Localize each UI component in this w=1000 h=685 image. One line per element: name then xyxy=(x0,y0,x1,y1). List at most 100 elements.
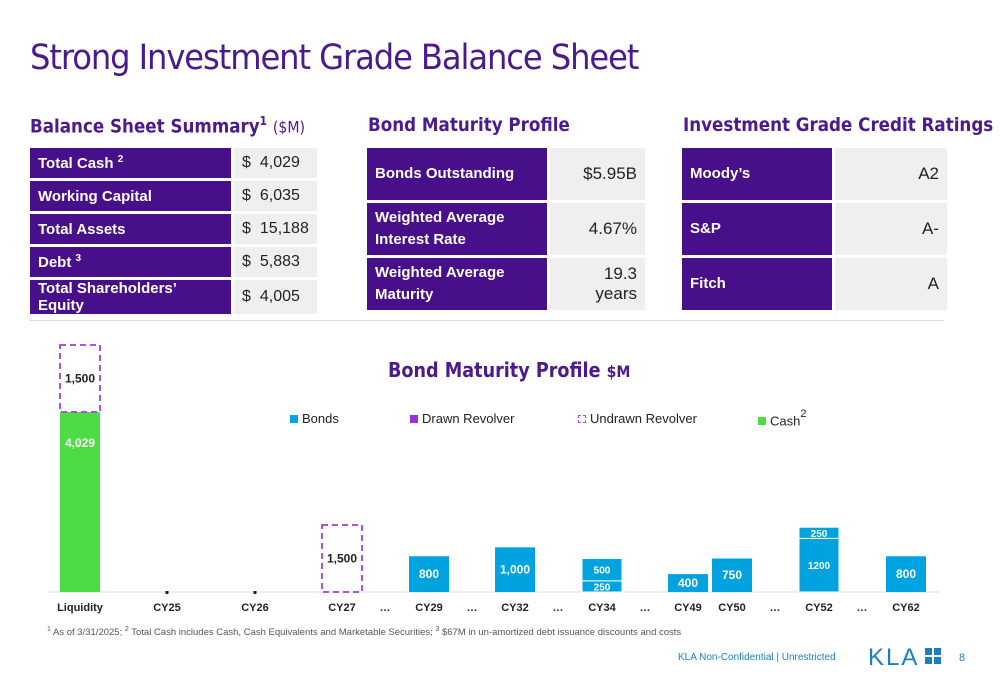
credit-rating-row: Fitch A xyxy=(682,258,947,313)
row-label-text: Working Capital xyxy=(38,187,152,205)
undrawn-revolver-bar xyxy=(321,523,363,593)
row-label-text: Debt xyxy=(38,254,72,271)
balance-sheet-row: Working Capital $6,035 xyxy=(30,181,317,214)
row-label-text: Total Shareholders’ Equity xyxy=(38,280,177,314)
value-text: 6,035 xyxy=(259,187,300,204)
value-text: 4,029 xyxy=(259,154,300,171)
balance-sheet-row: Total Shareholders’ Equity $4,005 xyxy=(30,280,317,317)
legend-undrawn-label: Undrawn Revolver xyxy=(590,411,697,426)
bond-bar xyxy=(712,558,752,592)
row-footnote-marker: 3 xyxy=(75,253,82,264)
chart-title: Bond Maturity Profile $M xyxy=(388,358,630,382)
bond-data-label: 1,000 xyxy=(500,563,530,577)
legend-bonds-label: Bonds xyxy=(302,411,339,426)
bond-bar xyxy=(668,574,708,592)
balance-sheet-heading-footnote: 1 xyxy=(259,114,268,128)
footnote-1-marker: 1 xyxy=(47,626,51,633)
credit-rating-row: S&P A- xyxy=(682,203,947,258)
credit-ratings-table: Moody’s A2 S&P A- Fitch A xyxy=(682,148,947,313)
x-axis-label: CY26 xyxy=(241,602,269,614)
balance-sheet-value: $15,188 xyxy=(234,214,317,247)
page-title: Strong Investment Grade Balance Sheet xyxy=(30,38,639,78)
chart-title-text: Bond Maturity Profile xyxy=(388,358,601,382)
credit-rating-label: Moody’s xyxy=(682,148,835,203)
bond-data-label: 800 xyxy=(419,567,439,581)
credit-rating-value: A xyxy=(835,258,947,313)
bond-data-label: 750 xyxy=(722,568,742,582)
footnote: 1 As of 3/31/2025; 2 Total Cash includes… xyxy=(47,626,681,638)
row-footnote-marker: 2 xyxy=(117,154,124,165)
kla-logo-text: KLA xyxy=(868,644,919,671)
chart-title-unit: $M xyxy=(606,362,631,381)
x-axis-label: CY50 xyxy=(718,602,746,614)
x-axis-label: CY29 xyxy=(415,602,443,614)
section-divider xyxy=(30,320,944,321)
value-text: 5,883 xyxy=(259,253,300,270)
bond-profile-value: $5.95B xyxy=(550,148,645,203)
legend-drawn-swatch xyxy=(410,415,418,423)
undrawn-revolver-data-label: 1,500 xyxy=(65,371,95,385)
credit-rating-label: S&P xyxy=(682,203,835,258)
footnote-2-marker: 2 xyxy=(124,626,129,633)
bond-profile-row: Weighted Average Interest Rate 4.67% xyxy=(367,203,645,258)
kla-logo-plus-v xyxy=(932,648,934,664)
zero-value-marker xyxy=(165,591,169,594)
kla-logo: KLA xyxy=(868,643,948,676)
x-axis-label: CY32 xyxy=(501,602,529,614)
balance-sheet-label: Total Shareholders’ Equity xyxy=(30,280,234,317)
footnote-2-text: Total Cash includes Cash, Cash Equivalen… xyxy=(128,627,436,639)
x-axis-label: CY52 xyxy=(805,602,833,614)
balance-sheet-table: Total Cash 2 $4,029 Working Capital $6,035 T… xyxy=(30,148,317,317)
x-axis-label: CY62 xyxy=(892,602,920,614)
balance-sheet-value: $4,005 xyxy=(234,280,317,317)
x-axis-label: … xyxy=(640,602,651,614)
x-axis-label: … xyxy=(553,602,564,614)
legend-undrawn-swatch xyxy=(578,415,586,423)
x-axis-label: CY34 xyxy=(588,602,616,614)
bond-data-label: 800 xyxy=(896,567,916,581)
bond-profile-label: Weighted Average Interest Rate xyxy=(367,203,550,258)
balance-sheet-heading-unit: ($M) xyxy=(272,117,305,137)
page-number: 8 xyxy=(959,652,966,664)
balance-sheet-value: $6,035 xyxy=(234,181,317,214)
bond-profile-heading: Bond Maturity Profile xyxy=(368,114,570,136)
bond-tranche-bar xyxy=(581,580,623,593)
currency-symbol: $ xyxy=(242,253,251,270)
x-axis-label: CY27 xyxy=(328,602,356,614)
x-axis-label: CY25 xyxy=(153,602,181,614)
bond-data-label: 1200 xyxy=(808,561,831,572)
credit-rating-label: Fitch xyxy=(682,258,835,313)
confidentiality-label: KLA Non-Confidential | Unrestricted xyxy=(678,652,836,663)
balance-sheet-row: Total Cash 2 $4,029 xyxy=(30,148,317,181)
bond-profile-row: Bonds Outstanding $5.95B xyxy=(367,148,645,203)
undrawn-revolver-data-label: 1,500 xyxy=(327,551,357,565)
credit-rating-value: A- xyxy=(835,203,947,258)
x-axis-label: … xyxy=(467,602,478,614)
bond-profile-label: Bonds Outstanding xyxy=(367,148,550,203)
credit-rating-row: Moody’s A2 xyxy=(682,148,947,203)
footnote-3-marker: 3 xyxy=(435,626,440,633)
legend-undrawn-revolver: Undrawn Revolver xyxy=(578,411,697,426)
bond-data-label: 250 xyxy=(594,582,611,593)
legend-bonds: Bonds xyxy=(290,411,339,426)
currency-symbol: $ xyxy=(242,220,251,237)
bond-profile-row: Weighted Average Maturity 19.3 years xyxy=(367,258,645,313)
cash-bar xyxy=(60,412,100,592)
bond-bar xyxy=(409,556,449,592)
credit-rating-value: A2 xyxy=(835,148,947,203)
x-axis-label: … xyxy=(857,602,868,614)
row-label-text: Total Cash xyxy=(38,155,114,172)
zero-value-marker xyxy=(253,591,257,594)
legend-drawn-revolver: Drawn Revolver xyxy=(410,411,514,426)
x-axis-label: … xyxy=(380,602,391,614)
bond-data-label: 400 xyxy=(678,576,698,590)
footnote-1-text: As of 3/31/2025; xyxy=(50,627,125,639)
balance-sheet-row: Total Assets $15,188 xyxy=(30,214,317,247)
bond-bar xyxy=(495,547,535,592)
bond-tranche-bar xyxy=(581,557,623,582)
bond-profile-value: 19.3 years xyxy=(550,258,645,313)
row-label-text: Total Assets xyxy=(38,220,126,238)
legend-cash-footnote: 2 xyxy=(800,408,807,420)
footnote-3-text: $67M in un-amortized debt issuance disco… xyxy=(439,627,682,639)
